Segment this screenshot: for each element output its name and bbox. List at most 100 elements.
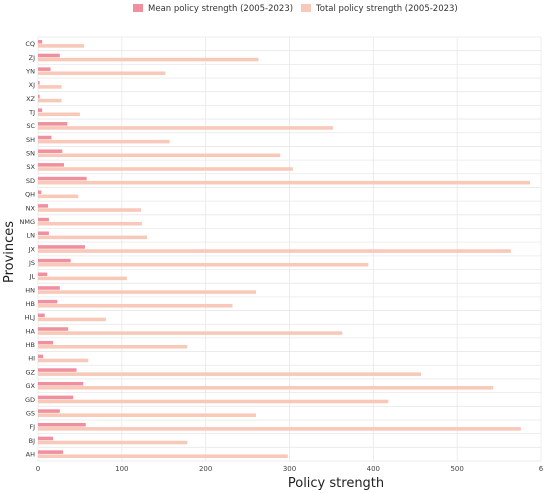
bar-total: [38, 249, 511, 253]
bar-total: [38, 44, 85, 48]
x-tick-label: 6: [539, 465, 544, 473]
category-label: HI: [28, 355, 35, 363]
category-label: ZJ: [29, 54, 35, 62]
bar-mean: [38, 422, 86, 427]
bar-total: [38, 317, 106, 322]
category-label: SD: [26, 177, 35, 185]
bar-total: [38, 262, 369, 267]
category-label: SX: [26, 163, 35, 171]
category-label: FJ: [29, 423, 35, 431]
category-label: GX: [26, 382, 36, 390]
category-label: SH: [26, 136, 35, 144]
x-tick-label: 300: [283, 465, 296, 473]
legend-label-mean: Mean policy strength (2005-2023): [148, 4, 293, 14]
bar-mean: [38, 340, 54, 345]
category-label: LN: [27, 232, 36, 240]
bar-total: [38, 427, 521, 431]
category-label: GS: [26, 409, 35, 417]
x-tick-label: 100: [115, 465, 128, 473]
bar-total: [38, 345, 188, 349]
category-label: QH: [25, 191, 35, 199]
category-label: HB: [26, 341, 35, 349]
bar-mean: [38, 94, 40, 99]
category-label: HA: [26, 327, 36, 335]
bar-total: [38, 290, 256, 294]
category-label: BJ: [29, 437, 35, 445]
gridlines: [37, 36, 542, 462]
bar-total: [38, 194, 79, 199]
bar-mean: [38, 409, 60, 413]
bar-mean: [38, 245, 85, 249]
bars: [38, 40, 531, 458]
bar-mean: [38, 53, 60, 58]
bar-mean: [38, 327, 69, 331]
x-tick-labels: 0 100 200 300 400 500 6: [36, 465, 544, 473]
category-label: YN: [25, 67, 35, 75]
category-label: HB: [26, 300, 35, 308]
category-label: SC: [26, 122, 35, 130]
bar-total: [38, 208, 142, 212]
category-label: AH: [26, 450, 35, 458]
category-label: NMG: [19, 218, 35, 226]
bar-mean: [38, 299, 58, 304]
bar-total: [38, 85, 62, 89]
category-label: CQ: [25, 40, 35, 48]
bar-total: [38, 372, 422, 376]
bar-total: [38, 413, 256, 417]
x-tick-label: 400: [367, 465, 380, 473]
bar-total: [38, 112, 80, 117]
bar-total: [38, 276, 127, 281]
category-label: HLJ: [25, 314, 36, 322]
category-label: SN: [26, 150, 35, 158]
bar-total: [38, 454, 288, 458]
bar-mean: [38, 135, 52, 140]
bar-mean: [38, 176, 87, 181]
bar-total: [38, 440, 188, 445]
bar-mean: [38, 436, 54, 441]
bar-mean: [38, 122, 68, 126]
bar-total: [38, 386, 494, 390]
bar-mean: [38, 313, 45, 318]
bar-mean: [38, 258, 71, 263]
bar-mean: [38, 40, 43, 44]
category-label: NX: [26, 204, 36, 212]
bar-mean: [38, 450, 64, 454]
bar-total: [38, 221, 142, 226]
category-label: XJ: [29, 81, 35, 89]
bar-mean: [38, 381, 84, 386]
category-label: JS: [28, 259, 35, 267]
category-label: HN: [25, 286, 35, 294]
bar-mean: [38, 354, 44, 359]
bar-mean: [38, 368, 77, 372]
category-label: TJ: [28, 109, 35, 117]
bar-mean: [38, 286, 60, 290]
bar-total: [38, 98, 62, 103]
legend: Mean policy strength (2005-2023) Total p…: [133, 4, 458, 14]
bar-mean: [38, 108, 43, 112]
legend-swatch-mean: [133, 4, 143, 12]
x-tick-label: 200: [199, 465, 212, 473]
legend-label-total: Total policy strength (2005-2023): [315, 4, 458, 14]
category-label: XZ: [26, 95, 35, 103]
bar-total: [38, 399, 389, 404]
bar-total: [38, 235, 147, 240]
bar-mean: [38, 163, 64, 167]
bar-total: [38, 167, 293, 171]
bar-total: [38, 126, 334, 130]
bar-total: [38, 358, 89, 363]
bar-total: [38, 331, 343, 335]
category-labels: CQ ZJ YN XJ XZ TJ SC SH SN SX SD QH NX NMG LN JX JS JL HN H…: [19, 40, 35, 458]
bar-mean: [38, 81, 40, 85]
bar-total: [38, 303, 233, 308]
bar-total: [38, 180, 531, 185]
bar-mean: [38, 395, 74, 400]
category-label: JX: [28, 245, 36, 253]
y-axis-title: Provinces: [2, 221, 17, 283]
bar-mean: [38, 190, 42, 195]
category-label: GD: [25, 396, 35, 404]
bar-mean: [38, 217, 49, 222]
bar-total: [38, 153, 281, 158]
category-label: JL: [28, 273, 35, 281]
category-label: GZ: [26, 368, 36, 376]
